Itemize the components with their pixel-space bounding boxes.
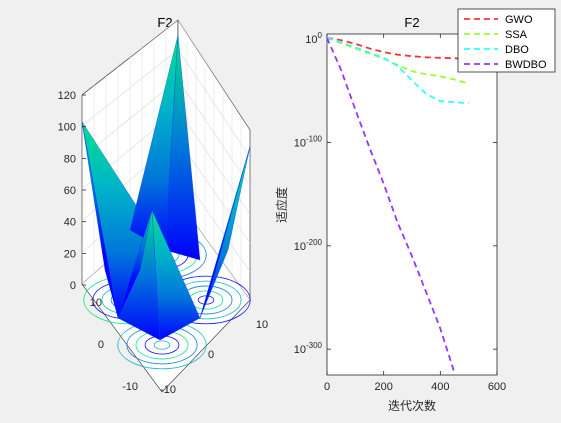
contour-ring (153, 340, 171, 350)
legend-label-gwo: GWO (505, 14, 533, 26)
surface-body (81, 34, 251, 341)
y-tick-label: 10-100 (294, 135, 323, 150)
y-axis-ticks: 100 10-100 10-200 10-300 (294, 31, 497, 356)
surface-facet (151, 209, 201, 341)
z-tick-label: 0 (70, 280, 76, 292)
x-tick-label: 10 (256, 319, 268, 331)
y-tick-label: 0 (98, 339, 104, 351)
x-tick-label: 400 (431, 381, 449, 393)
y-tick-label: 10-200 (294, 238, 323, 253)
surface-facet (164, 34, 201, 261)
z-tick-label: 120 (58, 90, 76, 102)
line-title: F2 (404, 15, 419, 30)
series-lines (326, 37, 469, 374)
legend-label-dbo: DBO (505, 44, 529, 56)
surface-title: F2 (157, 15, 172, 30)
surface-facet (199, 146, 251, 319)
z-tick-label: 20 (64, 248, 76, 260)
x-tick-label: 0 (208, 349, 214, 361)
y-tick-label: -10 (122, 381, 138, 393)
legend-label-bwdbo: BWDBO (505, 59, 547, 71)
x-tick-label: 0 (324, 381, 330, 393)
z-tick-label: 80 (64, 153, 76, 165)
x-tick-label: -10 (160, 384, 176, 396)
y-tick-label: 10-300 (294, 341, 323, 356)
series-line-dbo (326, 37, 469, 105)
series-line-gwo (326, 37, 469, 60)
series-line-bwdbo (326, 37, 456, 374)
y-tick-label: 100 (305, 31, 322, 46)
x-axis-ticks: 0 200 400 600 (324, 34, 506, 393)
z-tick-label: 60 (64, 185, 76, 197)
contour-ring (197, 295, 215, 305)
legend-label-ssa: SSA (505, 29, 528, 41)
line-plot: F2 0 200 400 600 100 10-100 10-200 10-300 迭代次数… (274, 8, 556, 413)
z-tick-label: 40 (64, 217, 76, 229)
z-tick-label: 100 (58, 122, 76, 134)
x-tick-label: 200 (374, 381, 392, 393)
legend: GWO SSA DBO BWDBO (457, 8, 556, 73)
x-axis-label: 迭代次数 (388, 398, 436, 413)
surface-xy-ticks: 10 0 -10 -10 0 10 (90, 297, 268, 396)
surface-facet (117, 209, 153, 319)
plot-area (326, 33, 498, 376)
wall-gridline (177, 19, 251, 130)
surface-facet (81, 121, 119, 319)
y-axis-label: 适应度 (274, 187, 289, 223)
x-tick-label: 600 (488, 381, 506, 393)
y-tick-label: 10 (90, 297, 102, 309)
surface-z-ticks: 0 20 40 60 80 100 120 (58, 90, 86, 292)
